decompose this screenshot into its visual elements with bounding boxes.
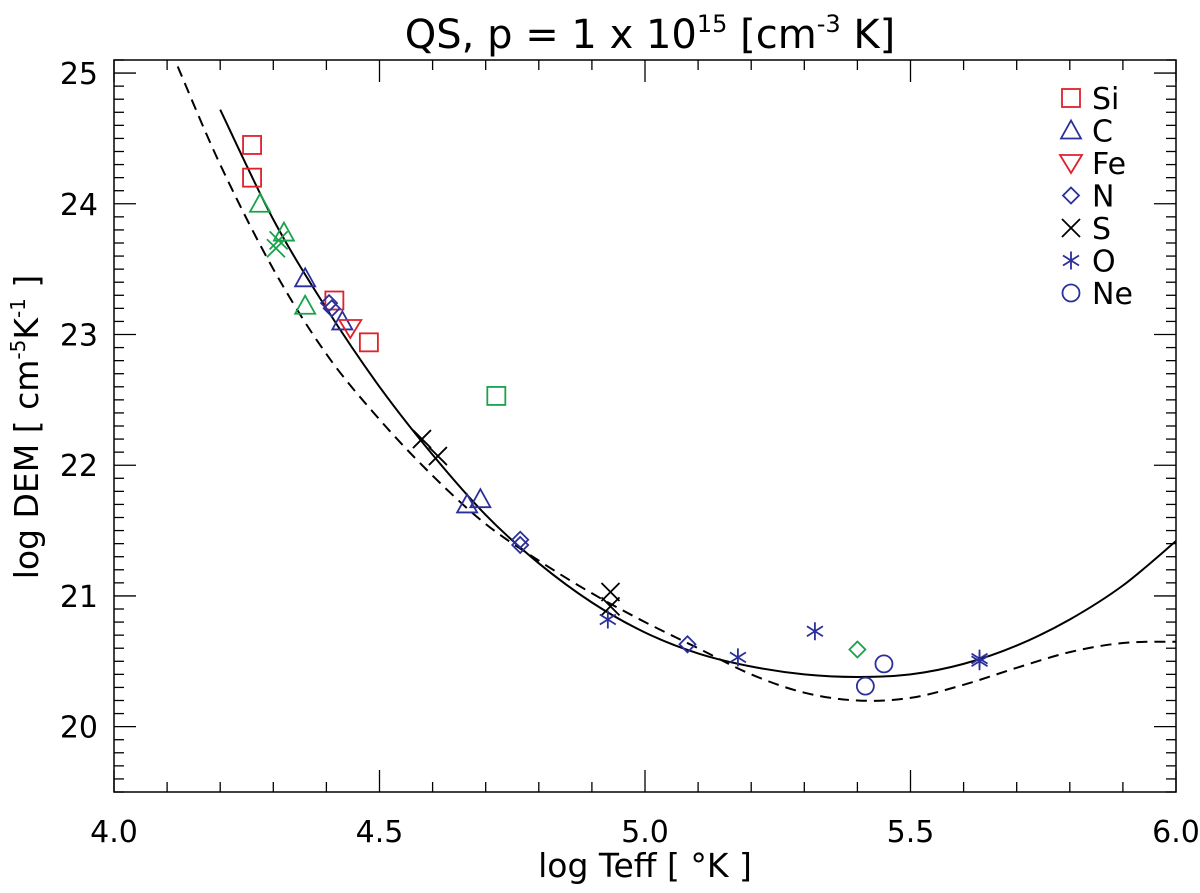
x-tick-label: 4.5 <box>356 815 404 850</box>
x-axis-label: log Teff [ °K ] <box>538 846 752 885</box>
data-point-asterisk <box>599 610 617 629</box>
data-point-asterisk <box>971 652 989 671</box>
chart-title-unit-pre: [cm <box>727 12 816 58</box>
data-point-x <box>266 238 286 258</box>
y-axis-label-sup-1: -5 <box>6 340 30 360</box>
chart-title-superscript: 15 <box>697 10 728 38</box>
data-point-diamond <box>678 635 697 654</box>
axis-ticks <box>113 59 1177 793</box>
legend-label: S <box>1092 212 1111 247</box>
data-point-triangle-up <box>468 487 492 509</box>
chart-title-text: QS, p = 1 x 10 <box>405 12 697 58</box>
y-axis-label-mid: K <box>7 317 46 340</box>
legend-marker-triangle-up <box>1059 118 1083 140</box>
y-tick-label: 23 <box>60 319 98 354</box>
y-axis-label-post: ] <box>7 275 46 298</box>
x-tick-label: 5.5 <box>887 815 935 850</box>
data-point-x <box>600 596 621 617</box>
data-point-circle <box>855 676 875 696</box>
legend-marker-square <box>1061 88 1081 108</box>
data-points <box>242 135 989 696</box>
data-point-square <box>324 290 345 311</box>
legend-marker-triangle-down <box>1058 154 1084 175</box>
data-point-triangle-down <box>337 319 363 340</box>
legend-marker-diamond <box>1061 186 1081 205</box>
data-point-triangle-up <box>293 293 317 315</box>
data-point-circle <box>874 654 894 674</box>
x-tick-label: 5.0 <box>621 815 669 850</box>
data-point-square <box>486 386 507 406</box>
data-point-x <box>600 582 621 602</box>
legend-label: Ne <box>1092 277 1133 312</box>
y-axis-label-sup-2: -1 <box>6 298 30 318</box>
data-point-diamond <box>322 299 341 318</box>
data-point-x <box>268 230 289 251</box>
x-tick-label: 6.0 <box>1152 815 1200 850</box>
x-tick-label: 4.0 <box>90 815 138 850</box>
legend-label: C <box>1092 115 1113 150</box>
legend-label: Si <box>1092 82 1119 117</box>
tick-labels: 4.0 4.5 5.0 5.5 6.0 20 21 22 23 24 25 <box>60 57 1200 850</box>
dashed-model-curve <box>176 66 1177 702</box>
data-point-diamond <box>510 535 530 555</box>
y-tick-label: 21 <box>60 580 98 615</box>
data-point-square <box>242 135 262 155</box>
plot-frame <box>113 59 1177 793</box>
model-curves <box>176 66 1177 702</box>
data-point-diamond <box>510 530 530 549</box>
legend-label: O <box>1092 245 1116 280</box>
legend-marker-circle <box>1061 283 1081 303</box>
legend-label: N <box>1092 180 1114 215</box>
chart-title-unit-post: K] <box>841 12 896 58</box>
data-point-asterisk <box>729 648 747 667</box>
data-point-diamond <box>848 640 867 659</box>
y-tick-label: 20 <box>60 711 98 746</box>
data-point-triangle-up <box>248 191 272 213</box>
data-point-x <box>412 429 432 449</box>
y-axis-label-pre: log DEM [ cm <box>7 360 46 580</box>
chart-title: QS, p = 1 x 1015 [cm-3 K] <box>405 10 895 58</box>
legend-marker-x <box>1061 218 1081 238</box>
chart-title-unit-superscript: -3 <box>817 10 841 38</box>
legend-label: Fe <box>1092 147 1126 182</box>
data-point-square <box>358 332 379 353</box>
data-point-diamond <box>319 293 339 313</box>
data-point-square <box>242 167 262 188</box>
data-point-x <box>428 446 448 466</box>
y-tick-label: 22 <box>60 449 98 484</box>
data-point-asterisk <box>806 622 824 641</box>
y-axis-label: log DEM [ cm-5K-1 ] <box>6 275 46 580</box>
y-tick-label: 25 <box>60 57 98 92</box>
y-tick-label: 24 <box>60 188 98 223</box>
solid-model-curve <box>219 109 1177 679</box>
data-point-triangle-up <box>293 266 317 288</box>
legend-marker-asterisk <box>1062 251 1080 270</box>
